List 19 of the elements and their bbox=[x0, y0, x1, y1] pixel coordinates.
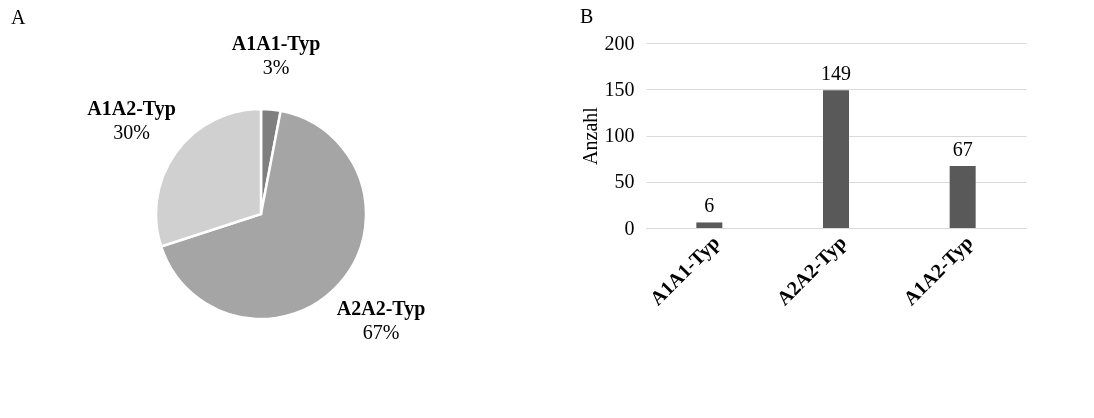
chart-title: A bbox=[11, 5, 26, 28]
bar bbox=[949, 166, 976, 228]
chart-title: B bbox=[580, 5, 594, 27]
bar bbox=[696, 222, 723, 228]
data-label: 67% bbox=[362, 320, 400, 343]
data-label: 3% bbox=[262, 55, 290, 78]
data-label: 67 bbox=[952, 138, 973, 161]
y-tick-label: 150 bbox=[604, 77, 635, 100]
data-label: 30% bbox=[113, 120, 150, 143]
data-label: 149 bbox=[821, 62, 851, 85]
y-tick-label: 0 bbox=[624, 216, 635, 239]
y-tick-label: 200 bbox=[604, 31, 635, 54]
y-axis-title: Anzahl bbox=[578, 106, 601, 165]
bar bbox=[823, 90, 849, 228]
slice-label: A1A2-Typ bbox=[87, 96, 176, 120]
y-tick-label: 100 bbox=[604, 124, 635, 146]
data-label: 6 bbox=[704, 194, 715, 217]
y-tick-label: 50 bbox=[614, 170, 635, 193]
slice-label: A1A1-Typ bbox=[231, 31, 321, 55]
